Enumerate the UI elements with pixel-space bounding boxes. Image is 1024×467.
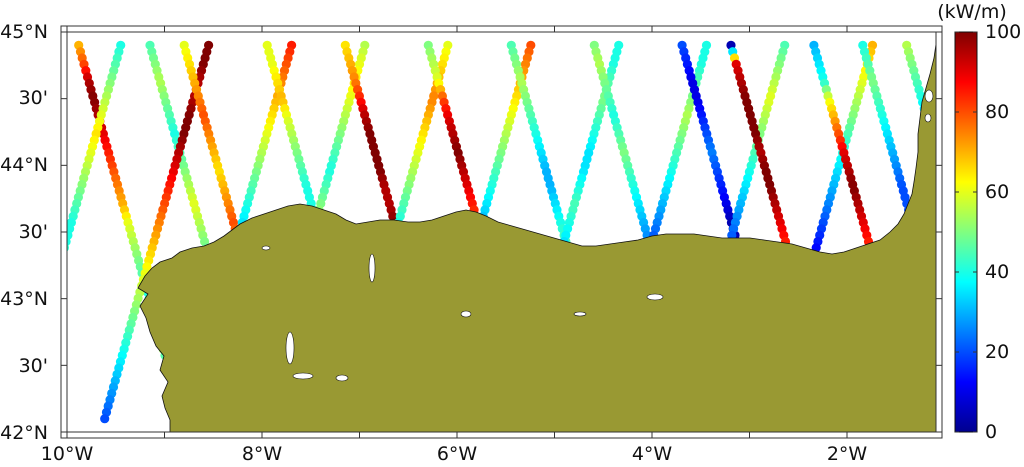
- colorbar-gradient: [954, 31, 978, 433]
- track-point: [945, 351, 954, 360]
- track-2: [14, 40, 126, 417]
- lat-label-45n: 45°N: [0, 21, 48, 43]
- track-point: [55, 262, 64, 271]
- track-point: [992, 363, 1001, 372]
- track-point: [49, 281, 58, 290]
- lake: [368, 253, 376, 283]
- track-point: [981, 326, 990, 335]
- lat-label-43n: 43°N: [0, 288, 48, 310]
- colorbar-tick-80: 80: [985, 101, 1009, 123]
- colorbar-tick-40: 40: [985, 261, 1009, 283]
- track-point: [21, 382, 30, 391]
- track-point: [51, 275, 60, 284]
- track-point: [67, 230, 73, 240]
- land-layer: [137, 43, 936, 432]
- lat-label-44-30: 30': [19, 87, 48, 109]
- track-point: [100, 414, 110, 424]
- lake: [924, 113, 932, 123]
- track-point: [935, 321, 936, 326]
- track-point: [943, 186, 952, 195]
- track-point: [943, 345, 952, 354]
- track-point: [23, 376, 32, 385]
- track-point: [946, 357, 955, 366]
- track-point: [1004, 408, 1013, 417]
- latitude-labels: 45°N 30' 44°N 30' 43°N 30' 42°N: [0, 21, 48, 444]
- track-point: [995, 376, 1004, 385]
- lake: [285, 331, 295, 365]
- track-point: [1003, 401, 1012, 410]
- track-point: [37, 326, 46, 335]
- colorbar-tick-20: 20: [985, 341, 1009, 363]
- land-mass: [137, 43, 936, 432]
- colorbar: (kW/m) 100 80 60 40 20 0: [937, 1, 1021, 443]
- track-point: [983, 332, 992, 341]
- track-point: [946, 199, 955, 208]
- lon-label-8w: 8°W: [242, 443, 283, 465]
- colorbar-tick-60: 60: [985, 181, 1009, 203]
- track-point: [1001, 395, 1010, 404]
- lake: [573, 311, 587, 317]
- lake: [335, 374, 349, 382]
- track-point: [40, 313, 49, 322]
- track-point: [67, 252, 68, 256]
- lon-label-10w: 10°W: [41, 443, 94, 465]
- lat-label-42n: 42°N: [0, 422, 48, 444]
- track-point: [32, 345, 41, 354]
- track-point: [939, 174, 948, 183]
- lake: [292, 372, 314, 380]
- lake: [924, 89, 934, 103]
- track-point: [994, 370, 1003, 379]
- track-point: [67, 236, 71, 247]
- track-point: [939, 332, 948, 341]
- track-point: [997, 382, 1006, 391]
- lake: [646, 293, 664, 301]
- colorbar-unit: (kW/m): [937, 1, 1007, 23]
- longitude-labels: 10°W 8°W 6°W 4°W 2°W: [41, 443, 868, 465]
- track-point: [14, 408, 23, 417]
- lake: [261, 245, 271, 251]
- track-point: [16, 401, 25, 410]
- track-point: [944, 193, 953, 202]
- track-point: [999, 389, 1008, 398]
- track-point: [1006, 414, 1015, 423]
- lat-label-44n: 44°N: [0, 154, 48, 176]
- track-point: [978, 313, 987, 322]
- lat-label-43-30: 30': [19, 221, 48, 243]
- lon-label-4w: 4°W: [632, 443, 673, 465]
- colorbar-tick-100: 100: [985, 21, 1021, 43]
- track-point: [33, 338, 42, 347]
- track-point: [980, 319, 989, 328]
- lon-label-6w: 6°W: [437, 443, 478, 465]
- track-point: [18, 395, 27, 404]
- lake: [460, 310, 472, 318]
- track-point: [19, 389, 28, 398]
- lon-label-2w: 2°W: [827, 443, 868, 465]
- track-point: [39, 319, 48, 328]
- frame-tick-marks: [61, 26, 942, 438]
- colorbar-tick-0: 0: [985, 421, 997, 443]
- colorbar-tick-marks: [955, 31, 977, 433]
- track-point: [35, 332, 44, 341]
- lat-label-42-30: 30': [19, 355, 48, 377]
- track-point: [47, 288, 56, 297]
